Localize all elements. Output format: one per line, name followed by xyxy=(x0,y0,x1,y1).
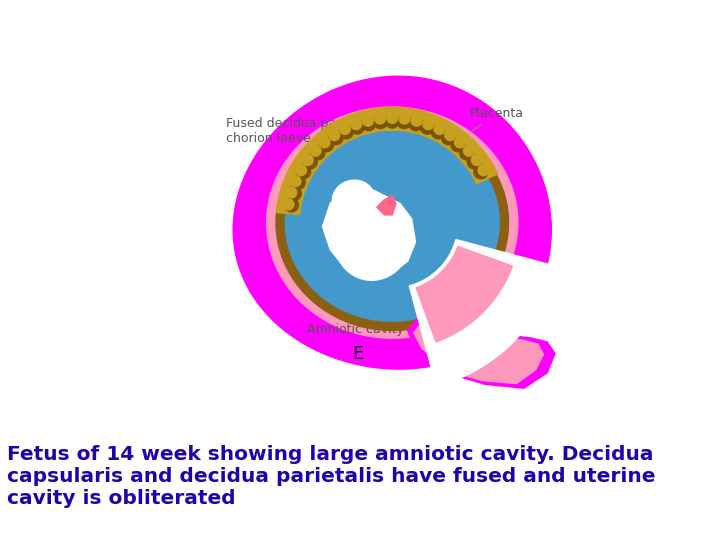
Circle shape xyxy=(434,124,445,134)
Text: Amniotic cavity: Amniotic cavity xyxy=(307,306,404,336)
Circle shape xyxy=(387,112,397,123)
Circle shape xyxy=(287,186,301,200)
Polygon shape xyxy=(233,76,552,369)
Circle shape xyxy=(329,131,343,145)
Polygon shape xyxy=(408,311,555,388)
Ellipse shape xyxy=(333,180,374,219)
Circle shape xyxy=(283,199,294,210)
Circle shape xyxy=(409,117,423,131)
Circle shape xyxy=(310,145,321,156)
Circle shape xyxy=(385,114,399,128)
Polygon shape xyxy=(276,115,508,330)
Circle shape xyxy=(423,119,433,130)
Circle shape xyxy=(431,125,445,139)
Circle shape xyxy=(295,165,307,176)
Circle shape xyxy=(451,138,465,152)
Circle shape xyxy=(303,155,318,169)
Circle shape xyxy=(340,124,351,134)
Circle shape xyxy=(374,115,387,129)
Text: E: E xyxy=(352,345,363,362)
Circle shape xyxy=(454,137,465,148)
Polygon shape xyxy=(377,195,396,215)
Circle shape xyxy=(320,138,333,152)
Circle shape xyxy=(411,116,422,126)
Circle shape xyxy=(441,131,456,145)
Circle shape xyxy=(297,165,310,179)
Circle shape xyxy=(445,130,456,140)
Circle shape xyxy=(311,146,325,160)
Circle shape xyxy=(286,187,297,198)
Polygon shape xyxy=(409,240,557,386)
Circle shape xyxy=(399,113,410,124)
Circle shape xyxy=(397,115,411,129)
Text: Placenta: Placenta xyxy=(469,107,523,131)
Polygon shape xyxy=(266,107,518,338)
Text: Fused decidua parietalis,
chorion laeve and amnion: Fused decidua parietalis, chorion laeve … xyxy=(225,117,389,154)
Circle shape xyxy=(290,176,301,186)
Circle shape xyxy=(374,113,385,124)
Circle shape xyxy=(302,155,313,165)
Circle shape xyxy=(361,117,376,131)
Circle shape xyxy=(284,198,299,212)
Polygon shape xyxy=(323,184,415,276)
Ellipse shape xyxy=(334,196,412,280)
Circle shape xyxy=(339,125,354,139)
Circle shape xyxy=(362,116,374,126)
Circle shape xyxy=(459,146,474,160)
Circle shape xyxy=(420,120,434,134)
Polygon shape xyxy=(414,315,544,383)
Polygon shape xyxy=(416,246,513,342)
Circle shape xyxy=(472,155,482,165)
Circle shape xyxy=(467,155,481,169)
Circle shape xyxy=(351,119,361,130)
Text: Fetus of 14 week showing large amniotic cavity. Decidua
capsularis and decidua p: Fetus of 14 week showing large amniotic … xyxy=(7,446,656,509)
Circle shape xyxy=(478,165,489,176)
Circle shape xyxy=(474,165,488,179)
Polygon shape xyxy=(276,107,498,214)
Polygon shape xyxy=(285,124,499,321)
Circle shape xyxy=(464,145,474,156)
Circle shape xyxy=(319,137,330,148)
Circle shape xyxy=(329,130,340,140)
Circle shape xyxy=(292,176,305,190)
Circle shape xyxy=(351,120,364,134)
